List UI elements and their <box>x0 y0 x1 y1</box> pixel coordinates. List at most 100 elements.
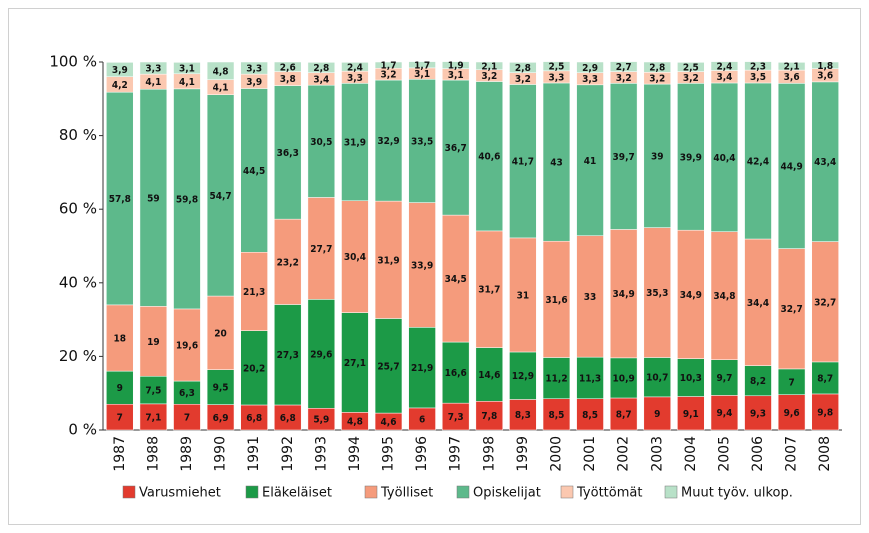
value-label: 9,6 <box>784 408 800 419</box>
value-label: 30,4 <box>344 252 366 263</box>
bar-segment <box>777 368 806 395</box>
value-label: 6,9 <box>213 413 229 424</box>
value-label: 8,5 <box>549 410 565 421</box>
value-label: 40,6 <box>478 152 500 163</box>
value-label: 8,7 <box>616 409 632 420</box>
bar-segment <box>576 84 604 236</box>
value-label: 27,7 <box>310 244 332 255</box>
bar-segment <box>677 83 705 231</box>
value-label: 35,3 <box>646 288 668 299</box>
bar-segment <box>139 88 168 307</box>
value-label: 4,8 <box>347 417 363 428</box>
value-label: 18 <box>114 334 127 345</box>
bar-segment <box>206 369 235 405</box>
value-label: 7 <box>117 413 123 424</box>
value-label: 40,4 <box>713 153 735 164</box>
legend-swatch <box>122 485 136 499</box>
value-label: 3,2 <box>616 73 632 84</box>
value-label: 7,3 <box>448 412 464 423</box>
x-tick-label: 2003 <box>649 436 665 472</box>
bar-segment <box>542 82 571 242</box>
value-label: 9,8 <box>817 407 833 418</box>
value-label: 3,1 <box>414 69 430 80</box>
value-label: 43 <box>550 158 563 169</box>
value-label: 4,2 <box>112 80 128 91</box>
value-label: 3,3 <box>145 64 161 75</box>
value-label: 14,6 <box>478 370 500 381</box>
value-label: 2,4 <box>716 62 732 73</box>
value-label: 33,5 <box>411 136 433 147</box>
value-label: 32,7 <box>814 297 836 308</box>
bar-segment <box>475 347 503 402</box>
x-tick-label: 1994 <box>347 436 363 472</box>
bar-segment <box>374 318 403 414</box>
value-label: 2,8 <box>649 63 665 74</box>
y-tick-label: 0 % <box>68 421 97 439</box>
bar-segment <box>710 82 739 232</box>
value-label: 39,7 <box>613 152 635 163</box>
value-label: 41,7 <box>512 157 534 168</box>
value-label: 5,9 <box>313 415 329 426</box>
value-label: 36,3 <box>277 148 299 159</box>
x-tick-label: 2001 <box>582 436 598 472</box>
value-label: 3,3 <box>347 73 363 84</box>
bar-segment <box>240 88 268 253</box>
value-label: 3,4 <box>313 74 329 85</box>
x-tick-label: 2004 <box>683 436 699 472</box>
value-label: 3,5 <box>750 72 766 83</box>
value-label: 3,2 <box>481 71 497 82</box>
value-label: 57,8 <box>109 194 131 205</box>
value-label: 10,3 <box>680 373 702 384</box>
bar-segment <box>710 359 739 396</box>
value-label: 6 <box>419 414 425 425</box>
value-label: 34,4 <box>747 298 769 309</box>
bar-segment <box>240 330 268 406</box>
bar-segment <box>139 306 168 377</box>
value-label: 9,1 <box>683 409 699 420</box>
bar-segment <box>777 62 806 71</box>
value-label: 12,9 <box>512 371 534 382</box>
value-label: 6,3 <box>179 388 195 399</box>
y-tick-label: 20 % <box>59 347 97 365</box>
value-label: 43,4 <box>814 157 836 168</box>
legend-label: Työttömät <box>576 486 642 501</box>
bar-segment <box>173 308 201 382</box>
bar-segment <box>744 395 772 431</box>
value-label: 34,5 <box>445 274 467 285</box>
bar-segment <box>206 404 235 431</box>
value-label: 31,6 <box>545 295 567 306</box>
value-label: 1,9 <box>448 61 464 72</box>
bar-segment <box>811 81 839 242</box>
value-label: 2,3 <box>750 61 766 72</box>
value-label: 2,8 <box>515 63 531 74</box>
bar-segment <box>777 83 806 249</box>
bar-segment <box>643 396 671 431</box>
value-label: 34,9 <box>613 289 635 300</box>
value-label: 31,9 <box>344 138 366 149</box>
value-label: 2,5 <box>683 62 699 73</box>
legend-swatch <box>245 485 259 499</box>
x-tick-label: 2006 <box>750 436 766 472</box>
value-label: 20,2 <box>243 363 265 374</box>
bar-segment <box>576 235 604 358</box>
value-label: 3,8 <box>280 74 296 85</box>
x-tick-label: 1989 <box>179 436 195 472</box>
bar-segment <box>374 79 403 202</box>
value-label: 27,1 <box>344 358 366 369</box>
value-label: 31,9 <box>377 255 399 266</box>
value-label: 2,5 <box>549 62 565 73</box>
value-label: 10,9 <box>613 373 635 384</box>
value-label: 4,1 <box>213 83 229 94</box>
value-label: 39,9 <box>680 152 702 163</box>
value-label: 3,6 <box>784 72 800 83</box>
bar-segment <box>811 361 839 395</box>
bar-segment <box>442 61 470 69</box>
bar-segment <box>609 229 638 359</box>
legend-label: Opiskelijat <box>473 486 541 501</box>
value-label: 21,9 <box>411 363 433 374</box>
value-label: 32,7 <box>781 304 803 315</box>
value-label: 59,8 <box>176 194 198 205</box>
bar-segment <box>744 238 772 366</box>
bar-segment <box>777 394 806 431</box>
value-label: 32,9 <box>377 136 399 147</box>
